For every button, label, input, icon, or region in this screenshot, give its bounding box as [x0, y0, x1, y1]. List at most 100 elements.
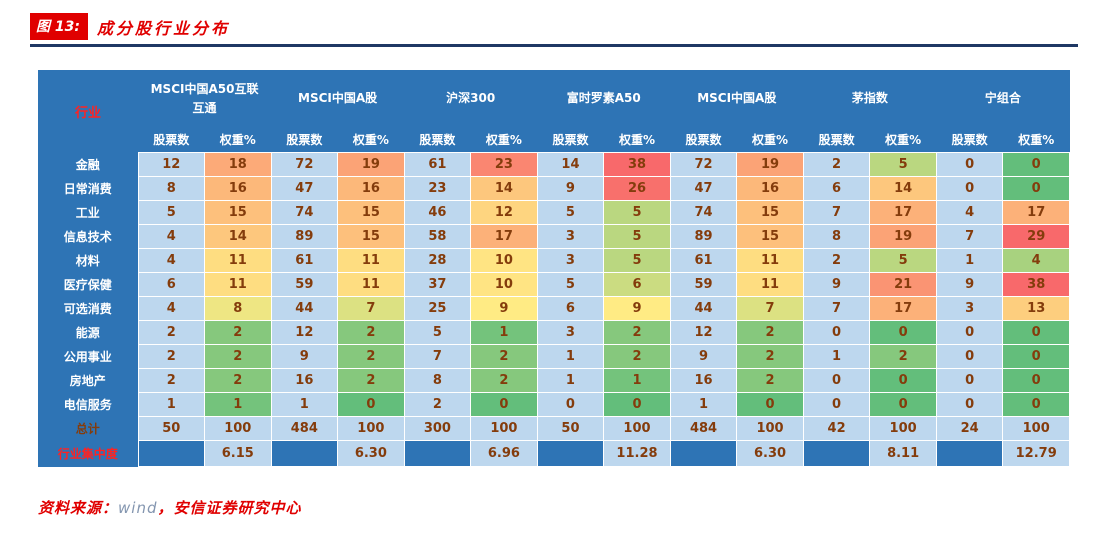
weight-subheader: 权重%: [1018, 133, 1055, 148]
count-cell: 1: [935, 247, 1004, 273]
title-divider: [30, 44, 1078, 47]
weight-cell: 0: [1002, 319, 1070, 345]
weight-cell: 9: [470, 295, 538, 321]
weight-cell: 0: [869, 391, 937, 417]
count-cell: 23: [403, 175, 472, 201]
weight-cell: 2: [736, 319, 804, 345]
index-group-header: MSCI中国A股: [298, 91, 378, 106]
count-cell: 1: [536, 343, 605, 369]
count-cell: 59: [669, 271, 738, 297]
total-count-cell: 24: [935, 415, 1004, 441]
count-subheader: 股票数: [685, 133, 722, 148]
weight-cell: 2: [869, 343, 937, 369]
count-cell: 74: [669, 199, 738, 225]
row-label: 信息技术: [63, 229, 112, 244]
weight-cell: 2: [204, 319, 272, 345]
weight-cell: 15: [736, 199, 804, 225]
total-count-cell: 50: [536, 415, 605, 441]
row-label: 材料: [75, 253, 100, 268]
count-cell: 7: [802, 199, 871, 225]
weight-cell: 2: [470, 367, 538, 393]
count-cell: 0: [802, 319, 871, 345]
weight-cell: 23: [470, 151, 538, 177]
weight-cell: 10: [470, 247, 538, 273]
weight-cell: 0: [1002, 391, 1070, 417]
total-count-cell: 484: [669, 415, 738, 441]
figure-title: 成分股行业分布: [96, 18, 230, 38]
concentration-empty-cell: [802, 439, 871, 467]
weight-cell: 11: [337, 271, 405, 297]
count-subheader: 股票数: [286, 133, 323, 148]
total-count-cell: 484: [270, 415, 339, 441]
industry-row: 金融 12 18 72 19 61 23 14 38 72 19 2 5 0 0: [38, 151, 1070, 177]
concentration-value: 6.15: [204, 439, 272, 467]
concentration-empty-cell: [536, 439, 605, 467]
weight-cell: 11: [736, 271, 804, 297]
weight-cell: 2: [603, 319, 671, 345]
concentration-value: 12.79: [1002, 439, 1070, 467]
weight-cell: 19: [337, 151, 405, 177]
weight-cell: 14: [470, 175, 538, 201]
weight-cell: 26: [603, 175, 671, 201]
weight-cell: 1: [204, 391, 272, 417]
weight-cell: 15: [736, 223, 804, 249]
count-cell: 7: [802, 295, 871, 321]
count-cell: 3: [536, 223, 605, 249]
count-cell: 16: [270, 367, 339, 393]
total-count-cell: 42: [802, 415, 871, 441]
total-weight-cell: 100: [204, 415, 272, 441]
total-count-cell: 50: [137, 415, 206, 441]
weight-cell: 16: [736, 175, 804, 201]
count-cell: 0: [802, 367, 871, 393]
weight-cell: 17: [869, 199, 937, 225]
index-group-header: 宁组合: [984, 91, 1021, 106]
count-cell: 61: [669, 247, 738, 273]
weight-cell: 15: [337, 199, 405, 225]
weight-cell: 10: [470, 271, 538, 297]
count-cell: 72: [270, 151, 339, 177]
weight-subheader: 权重%: [219, 133, 256, 148]
weight-cell: 14: [869, 175, 937, 201]
weight-cell: 0: [603, 391, 671, 417]
count-cell: 2: [802, 247, 871, 273]
weight-subheader: 权重%: [885, 133, 922, 148]
concentration-value: 6.30: [736, 439, 804, 467]
weight-cell: 0: [869, 319, 937, 345]
total-weight-cell: 100: [869, 415, 937, 441]
count-cell: 61: [270, 247, 339, 273]
index-group-header: 沪深300: [446, 91, 496, 106]
weight-cell: 29: [1002, 223, 1070, 249]
weight-cell: 2: [337, 319, 405, 345]
total-count-cell: 300: [403, 415, 472, 441]
row-label: 公用事业: [63, 349, 112, 364]
weight-subheader: 权重%: [618, 133, 655, 148]
weight-subheader: 权重%: [485, 133, 522, 148]
count-subheader: 股票数: [818, 133, 855, 148]
count-cell: 28: [403, 247, 472, 273]
row-label: 日常消费: [63, 181, 112, 196]
count-cell: 9: [669, 343, 738, 369]
weight-cell: 0: [736, 391, 804, 417]
weight-cell: 12: [470, 199, 538, 225]
weight-cell: 7: [736, 295, 804, 321]
count-cell: 3: [935, 295, 1004, 321]
count-cell: 16: [669, 367, 738, 393]
weight-cell: 16: [204, 175, 272, 201]
count-cell: 2: [403, 391, 472, 417]
count-cell: 46: [403, 199, 472, 225]
total-weight-cell: 100: [603, 415, 671, 441]
weight-cell: 2: [736, 343, 804, 369]
count-cell: 5: [137, 199, 206, 225]
row-label: 房地产: [69, 373, 106, 388]
weight-cell: 17: [1002, 199, 1070, 225]
industry-corner-label: 行业: [74, 105, 101, 121]
concentration-empty-cell: [137, 439, 206, 467]
count-cell: 0: [935, 151, 1004, 177]
count-cell: 0: [536, 391, 605, 417]
count-cell: 1: [802, 343, 871, 369]
industry-row: 材料 4 11 61 11 28 10 3 5 61 11 2 5 1 4: [38, 247, 1070, 273]
total-weight-cell: 100: [337, 415, 405, 441]
weight-cell: 2: [204, 367, 272, 393]
count-cell: 59: [270, 271, 339, 297]
weight-cell: 0: [1002, 343, 1070, 369]
